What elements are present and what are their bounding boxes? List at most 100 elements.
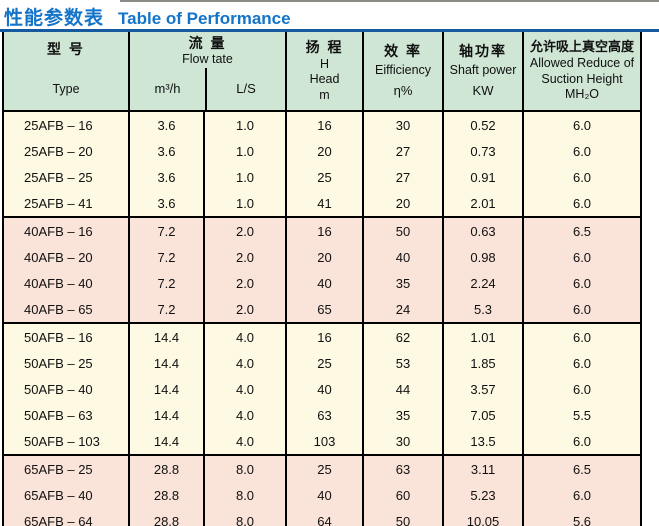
table-row: 40AFB – 16 7.2 2.0 16 50 0.63 6.5 [3, 216, 642, 244]
table-row: 50AFB – 63 14.4 4.0 63 35 7.05 5.5 [3, 402, 642, 428]
table-row: 25AFB – 20 3.6 1.0 20 27 0.73 6.0 [3, 138, 642, 164]
value-cell: 6.5 [522, 216, 642, 244]
value-cell: 6.0 [522, 322, 642, 350]
shaft-power-header-unit: KW [472, 82, 494, 98]
value-cell: 6.0 [522, 111, 642, 138]
pump-type-cell: 50AFB – 63 [3, 402, 129, 428]
flow-header-cn: 流 量 [188, 35, 227, 52]
value-cell: 63 [362, 454, 444, 482]
value-cell: 1.0 [202, 111, 287, 138]
value-cell: 5.3 [442, 296, 524, 323]
title-underline-rule [0, 29, 659, 32]
value-cell: 1.0 [202, 164, 287, 190]
pump-type-cell: 65AFB – 40 [3, 482, 129, 508]
value-cell: 6.0 [522, 164, 642, 190]
performance-table: 型 号 Type 流 量 Flow tate m³/h L/S [2, 32, 643, 526]
value-cell: 16 [285, 216, 364, 244]
type-header-en: Type [52, 82, 80, 97]
value-cell: 24 [362, 296, 444, 323]
column-header-suction-height: 允许吸上真空高度 Allowed Reduce of Suction Heigh… [522, 32, 642, 112]
value-cell: 8.0 [202, 482, 287, 508]
suction-header-en1: Allowed Reduce of [529, 56, 635, 70]
pump-type-cell: 50AFB – 16 [3, 322, 129, 350]
page-title-chinese: 性能参数表 [4, 8, 105, 29]
suction-header-cn: 允许吸上真空高度 [530, 39, 635, 55]
value-cell: 50 [362, 508, 444, 526]
type-header-cn: 型 号 [47, 41, 85, 57]
value-cell: 62 [362, 322, 444, 350]
value-cell: 40 [285, 270, 364, 296]
value-cell: 4.0 [202, 402, 287, 428]
value-cell: 5.6 [522, 508, 642, 526]
value-cell: 6.0 [522, 270, 642, 296]
value-cell: 3.6 [128, 111, 204, 138]
value-cell: 25 [285, 454, 364, 482]
value-cell: 3.6 [128, 190, 204, 217]
pump-type-cell: 25AFB – 20 [3, 138, 129, 164]
value-cell: 6.0 [522, 296, 642, 323]
value-cell: 64 [285, 508, 364, 526]
value-cell: 8.0 [202, 454, 287, 482]
value-cell: 16 [285, 111, 364, 138]
column-header-shaft-power: 轴功率 Shaft power KW [442, 32, 524, 112]
pump-type-cell: 40AFB – 40 [3, 270, 129, 296]
value-cell: 6.0 [522, 350, 642, 376]
value-cell: 2.0 [202, 270, 287, 296]
value-cell: 27 [362, 138, 444, 164]
value-cell: 28.8 [128, 482, 204, 508]
value-cell: 27 [362, 164, 444, 190]
value-cell: 44 [362, 376, 444, 402]
column-header-type: 型 号 Type [3, 32, 129, 112]
value-cell: 2.0 [202, 244, 287, 270]
value-cell: 7.2 [128, 270, 204, 296]
value-cell: 1.0 [202, 138, 287, 164]
value-cell: 25 [285, 164, 364, 190]
value-cell: 0.98 [442, 244, 524, 270]
table-row: 25AFB – 16 3.6 1.0 16 30 0.52 6.0 [3, 111, 642, 138]
head-header-head: Head [309, 72, 340, 87]
value-cell: 4.0 [202, 322, 287, 350]
value-cell: 28.8 [128, 454, 204, 482]
efficiency-header-unit: η% [393, 82, 413, 98]
pump-type-cell: 25AFB – 41 [3, 190, 129, 217]
value-cell: 2.24 [442, 270, 524, 296]
value-cell: 63 [285, 402, 364, 428]
table-row: 40AFB – 40 7.2 2.0 40 35 2.24 6.0 [3, 270, 642, 296]
table-row: 65AFB – 40 28.8 8.0 40 60 5.23 6.0 [3, 482, 642, 508]
pump-type-cell: 40AFB – 16 [3, 216, 129, 244]
value-cell: 0.63 [442, 216, 524, 244]
value-cell: 7.05 [442, 402, 524, 428]
value-cell: 6.0 [522, 244, 642, 270]
value-cell: 3.11 [442, 454, 524, 482]
value-cell: 2.01 [442, 190, 524, 217]
value-cell: 53 [362, 350, 444, 376]
value-cell: 50 [362, 216, 444, 244]
pump-type-cell: 50AFB – 25 [3, 350, 129, 376]
value-cell: 7.2 [128, 244, 204, 270]
page-top-edge-line [120, 0, 659, 2]
table-row: 65AFB – 25 28.8 8.0 25 63 3.11 6.5 [3, 454, 642, 482]
value-cell: 0.91 [442, 164, 524, 190]
value-cell: 4.0 [202, 428, 287, 455]
value-cell: 0.52 [442, 111, 524, 138]
performance-table-header: 型 号 Type 流 量 Flow tate m³/h L/S [3, 32, 642, 112]
value-cell: 60 [362, 482, 444, 508]
table-row: 50AFB – 103 14.4 4.0 103 30 13.5 6.0 [3, 428, 642, 455]
value-cell: 1.01 [442, 322, 524, 350]
value-cell: 35 [362, 270, 444, 296]
value-cell: 3.6 [128, 164, 204, 190]
efficiency-header-cn: 效 率 [384, 43, 422, 59]
pump-type-cell: 50AFB – 103 [3, 428, 129, 455]
value-cell: 20 [362, 190, 444, 217]
value-cell: 20 [285, 244, 364, 270]
value-cell: 13.5 [442, 428, 524, 455]
head-header-m: m [319, 87, 330, 102]
pump-type-cell: 65AFB – 25 [3, 454, 129, 482]
value-cell: 7.2 [128, 296, 204, 323]
value-cell: 30 [362, 428, 444, 455]
value-cell: 35 [362, 402, 444, 428]
value-cell: 10.05 [442, 508, 524, 526]
value-cell: 25 [285, 350, 364, 376]
table-row: 40AFB – 20 7.2 2.0 20 40 0.98 6.0 [3, 244, 642, 270]
